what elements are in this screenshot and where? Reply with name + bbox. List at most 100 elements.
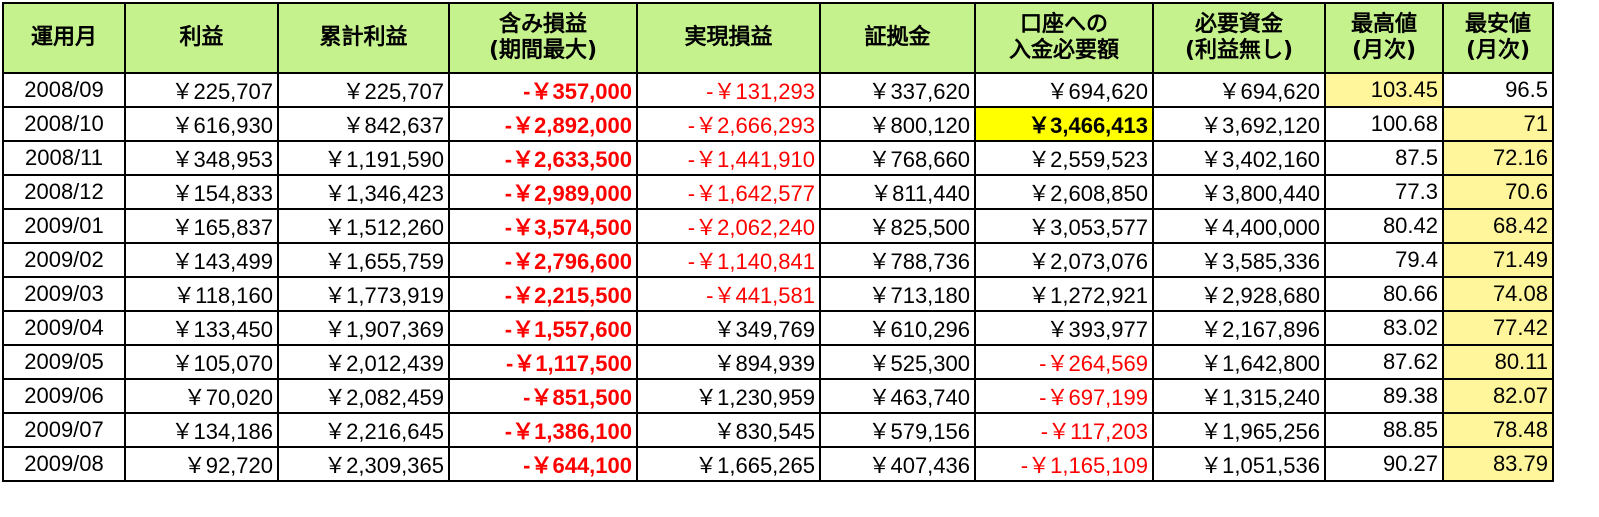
cell-realized-pl: ￥894,939 <box>636 344 821 380</box>
cell-monthly-high: 87.5 <box>1324 140 1444 176</box>
cell-monthly-low: 96.5 <box>1442 72 1554 108</box>
cell-month: 2009/02 <box>2 242 126 278</box>
cell-unrealized-pl: -￥2,215,500 <box>448 276 638 312</box>
table-row: 2008/09 ￥225,707 ￥225,707 -￥357,000 -￥131,29… <box>2 72 1554 108</box>
cell-monthly-low: 68.42 <box>1442 208 1554 244</box>
cell-profit: ￥133,450 <box>124 310 279 346</box>
cell-profit: ￥616,930 <box>124 106 279 142</box>
cell-unrealized-pl: -￥1,557,600 <box>448 310 638 346</box>
table-body: 2008/09 ￥225,707 ￥225,707 -￥357,000 -￥131,29… <box>2 72 1554 482</box>
cell-required-deposit: ￥2,608,850 <box>974 174 1154 210</box>
cell-unrealized-pl: -￥3,574,500 <box>448 208 638 244</box>
cell-cumulative-profit: ￥2,309,365 <box>277 446 450 482</box>
cell-margin: ￥811,440 <box>819 174 976 210</box>
cell-month: 2008/10 <box>2 106 126 142</box>
cell-realized-pl: -￥131,293 <box>636 72 821 108</box>
cell-unrealized-pl: -￥1,117,500 <box>448 344 638 380</box>
cell-month: 2009/03 <box>2 276 126 312</box>
cell-required-deposit: ￥393,977 <box>974 310 1154 346</box>
cell-monthly-high: 100.68 <box>1324 106 1444 142</box>
cell-monthly-high: 80.66 <box>1324 276 1444 312</box>
header-realized-pl: 実現損益 <box>636 2 821 74</box>
cell-required-deposit: ￥3,466,413 <box>974 106 1154 142</box>
cell-margin: ￥579,156 <box>819 412 976 448</box>
cell-monthly-high: 88.85 <box>1324 412 1444 448</box>
header-profit: 利益 <box>124 2 279 74</box>
cell-realized-pl: -￥2,666,293 <box>636 106 821 142</box>
cell-monthly-high: 103.45 <box>1324 72 1444 108</box>
cell-required-deposit: ￥3,053,577 <box>974 208 1154 244</box>
cell-cumulative-profit: ￥1,346,423 <box>277 174 450 210</box>
cell-cumulative-profit: ￥1,773,919 <box>277 276 450 312</box>
table-row: 2009/08 ￥92,720 ￥2,309,365 -￥644,100 ￥1,665,… <box>2 446 1554 482</box>
cell-margin: ￥768,660 <box>819 140 976 176</box>
cell-margin: ￥713,180 <box>819 276 976 312</box>
cell-unrealized-pl: -￥2,633,500 <box>448 140 638 176</box>
cell-profit: ￥225,707 <box>124 72 279 108</box>
cell-profit: ￥165,837 <box>124 208 279 244</box>
cell-profit: ￥154,833 <box>124 174 279 210</box>
header-required-deposit: 口座への 入金必要額 <box>974 2 1154 74</box>
cell-required-funds: ￥1,642,800 <box>1152 344 1326 380</box>
cell-required-funds: ￥1,965,256 <box>1152 412 1326 448</box>
cell-realized-pl: -￥1,140,841 <box>636 242 821 278</box>
table-row: 2009/07 ￥134,186 ￥2,216,645 -￥1,386,100 ￥830… <box>2 412 1554 448</box>
cell-unrealized-pl: -￥851,500 <box>448 378 638 414</box>
cell-profit: ￥105,070 <box>124 344 279 380</box>
cell-monthly-low: 71 <box>1442 106 1554 142</box>
cell-monthly-high: 87.62 <box>1324 344 1444 380</box>
cell-monthly-low: 70.6 <box>1442 174 1554 210</box>
table-row: 2009/01 ￥165,837 ￥1,512,260 -￥3,574,500 -￥2,… <box>2 208 1554 244</box>
cell-margin: ￥337,620 <box>819 72 976 108</box>
cell-margin: ￥610,296 <box>819 310 976 346</box>
header-month: 運用月 <box>2 2 126 74</box>
cell-unrealized-pl: -￥2,892,000 <box>448 106 638 142</box>
cell-profit: ￥348,953 <box>124 140 279 176</box>
cell-required-deposit: ￥694,620 <box>974 72 1154 108</box>
cell-monthly-high: 83.02 <box>1324 310 1444 346</box>
cell-cumulative-profit: ￥2,012,439 <box>277 344 450 380</box>
cell-unrealized-pl: -￥1,386,100 <box>448 412 638 448</box>
header-monthly-low: 最安値 (月次) <box>1442 2 1554 74</box>
cell-profit: ￥134,186 <box>124 412 279 448</box>
cell-month: 2008/09 <box>2 72 126 108</box>
cell-month: 2009/06 <box>2 378 126 414</box>
cell-monthly-high: 79.4 <box>1324 242 1444 278</box>
cell-profit: ￥70,020 <box>124 378 279 414</box>
cell-required-funds: ￥3,402,160 <box>1152 140 1326 176</box>
cell-realized-pl: ￥349,769 <box>636 310 821 346</box>
table-row: 2009/05 ￥105,070 ￥2,012,439 -￥1,117,500 ￥894… <box>2 344 1554 380</box>
cell-cumulative-profit: ￥1,512,260 <box>277 208 450 244</box>
cell-cumulative-profit: ￥1,655,759 <box>277 242 450 278</box>
cell-required-deposit: ￥2,559,523 <box>974 140 1154 176</box>
cell-realized-pl: -￥1,642,577 <box>636 174 821 210</box>
cell-monthly-low: 82.07 <box>1442 378 1554 414</box>
cell-realized-pl: -￥1,441,910 <box>636 140 821 176</box>
cell-cumulative-profit: ￥225,707 <box>277 72 450 108</box>
cell-margin: ￥788,736 <box>819 242 976 278</box>
cell-required-deposit: ￥1,272,921 <box>974 276 1154 312</box>
cell-cumulative-profit: ￥842,637 <box>277 106 450 142</box>
header-cumulative-profit: 累計利益 <box>277 2 450 74</box>
cell-margin: ￥825,500 <box>819 208 976 244</box>
cell-month: 2009/08 <box>2 446 126 482</box>
cell-unrealized-pl: -￥2,989,000 <box>448 174 638 210</box>
cell-required-deposit: -￥697,199 <box>974 378 1154 414</box>
header-monthly-high: 最高値 (月次) <box>1324 2 1444 74</box>
cell-required-funds: ￥2,928,680 <box>1152 276 1326 312</box>
cell-margin: ￥800,120 <box>819 106 976 142</box>
cell-monthly-low: 71.49 <box>1442 242 1554 278</box>
header-row: 運用月 利益 累計利益 含み損益 (期間最大) 実現損益 証拠金 口座への 入金必要… <box>2 2 1554 74</box>
cell-profit: ￥118,160 <box>124 276 279 312</box>
cell-realized-pl: -￥2,062,240 <box>636 208 821 244</box>
cell-required-deposit: ￥2,073,076 <box>974 242 1154 278</box>
table-row: 2008/10 ￥616,930 ￥842,637 -￥2,892,000 -￥2,66… <box>2 106 1554 142</box>
cell-monthly-low: 74.08 <box>1442 276 1554 312</box>
cell-realized-pl: ￥1,230,959 <box>636 378 821 414</box>
cell-realized-pl: ￥1,665,265 <box>636 446 821 482</box>
cell-cumulative-profit: ￥1,191,590 <box>277 140 450 176</box>
table-row: 2009/03 ￥118,160 ￥1,773,919 -￥2,215,500 -￥44… <box>2 276 1554 312</box>
cell-month: 2009/04 <box>2 310 126 346</box>
cell-required-funds: ￥1,051,536 <box>1152 446 1326 482</box>
cell-cumulative-profit: ￥2,082,459 <box>277 378 450 414</box>
